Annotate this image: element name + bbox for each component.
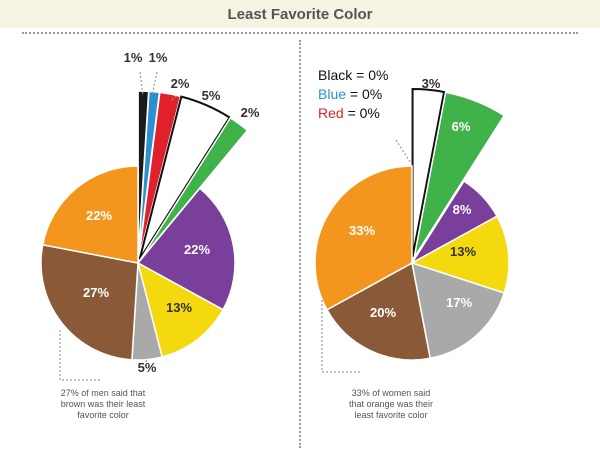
- legend-blue-name: Blue: [318, 86, 347, 102]
- men-annotation-leader: [59, 330, 100, 381]
- legend-red: Red = 0%: [318, 104, 388, 123]
- men-label-orange: 22%: [86, 208, 112, 223]
- men-label-purple: 22%: [184, 242, 210, 257]
- women-slice-white: [411, 88, 446, 258]
- men-slice-orange: [41, 165, 139, 264]
- men-label-gray: 5%: [138, 360, 157, 375]
- women-label-white: 3%: [422, 76, 441, 91]
- men-label-red: 2%: [171, 76, 190, 91]
- legend-blue-value: = 0%: [349, 86, 383, 102]
- men-slice-white: [138, 95, 231, 260]
- men-leader-blue: [151, 71, 158, 97]
- women-slice-brown: [325, 261, 432, 361]
- women-label-yellow: 13%: [450, 244, 476, 259]
- men-label-black: 1%: [124, 50, 143, 65]
- legend-black-value: = 0%: [356, 67, 389, 83]
- women-slice-yellow: [410, 215, 510, 294]
- women-leader-white: [395, 139, 413, 166]
- legend-red-value: = 0%: [347, 105, 380, 121]
- men-slice-brown: [40, 243, 139, 361]
- legend-black-name: Black: [318, 67, 353, 83]
- men-pie: [40, 90, 249, 361]
- men-annotation-line: brown was their least: [60, 399, 146, 409]
- women-label-purple: 8%: [453, 202, 472, 217]
- women-slice-orange: [314, 165, 413, 311]
- chart-header: Least Favorite Color: [0, 0, 600, 28]
- legend-black: Black = 0%: [318, 66, 388, 85]
- women-zero-legend: Black = 0% Blue = 0% Red = 0%: [318, 66, 388, 123]
- women-label-orange: 33%: [349, 223, 375, 238]
- men-annotation: 27% of men said that brown was their lea…: [28, 388, 178, 421]
- women-label-gray: 17%: [446, 295, 472, 310]
- men-annotation-line: favorite color: [77, 410, 129, 420]
- men-leader-gray: [145, 359, 148, 365]
- legend-red-name: Red: [318, 105, 344, 121]
- women-annotation-leader: [321, 300, 360, 373]
- men-label-yellow: 13%: [166, 300, 192, 315]
- men-label-blue: 1%: [149, 50, 168, 65]
- women-annotation-line: 33% of women said: [351, 388, 431, 398]
- women-annotation-line: least favorite color: [354, 410, 428, 420]
- title-divider: [22, 32, 578, 34]
- women-slice-gray: [411, 261, 506, 360]
- men-slice-purple: [136, 187, 236, 311]
- men-label-green: 2%: [241, 105, 260, 120]
- men-leader-black: [139, 71, 144, 97]
- legend-blue: Blue = 0%: [318, 85, 388, 104]
- women-slice-green: [413, 91, 506, 258]
- men-slice-green: [139, 116, 249, 261]
- chart-title: Least Favorite Color: [227, 5, 373, 23]
- women-label-green: 6%: [452, 119, 471, 134]
- women-label-brown: 20%: [370, 305, 396, 320]
- men-slice-yellow: [136, 261, 225, 358]
- women-pie: [314, 88, 510, 361]
- women-annotation: 33% of women said that orange was their …: [326, 388, 456, 421]
- men-leader-red: [169, 95, 177, 103]
- men-label-brown: 27%: [83, 285, 109, 300]
- men-annotation-line: 27% of men said that: [60, 388, 146, 398]
- women-annotation-line: that orange was their: [348, 399, 434, 409]
- center-divider: [299, 40, 301, 448]
- men-label-white: 5%: [202, 88, 221, 103]
